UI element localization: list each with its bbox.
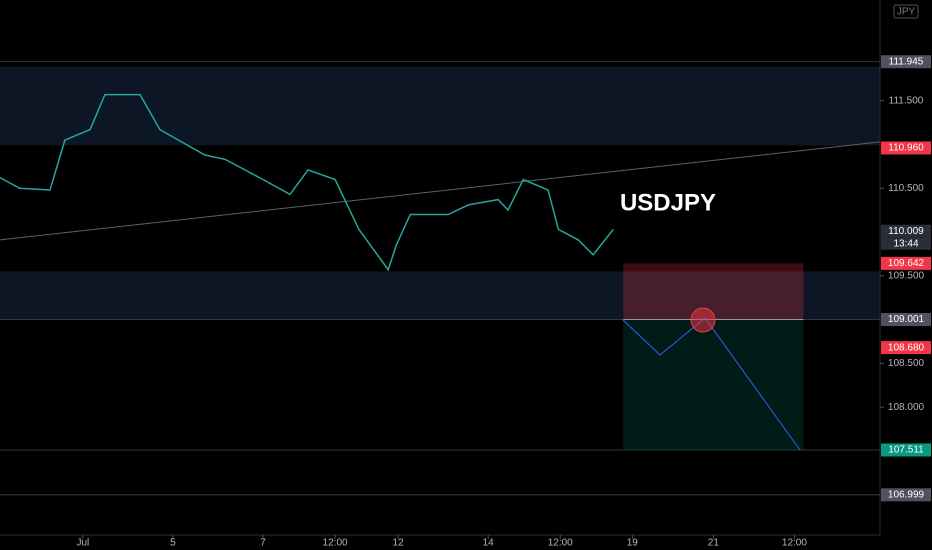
price-badge	[881, 443, 931, 457]
price-badge-label: 111.945	[889, 56, 924, 67]
price-badge	[881, 341, 931, 355]
currency-box	[893, 4, 919, 19]
price-badge	[881, 55, 931, 69]
y-tick-label: 110.500	[888, 183, 924, 194]
symbol-label: USDJPY	[620, 189, 716, 216]
x-tick-label: 5	[170, 538, 176, 549]
axis: 111.500 110.500 109.500 108.500 108.000 Jul 5 7…	[76, 55, 931, 549]
x-tick-label: 12:00	[782, 538, 807, 549]
zone	[0, 66, 880, 146]
x-tick-label: 12:00	[323, 538, 348, 549]
data	[0, 93, 881, 451]
zones	[0, 66, 880, 320]
price-line	[0, 93, 614, 272]
trendline	[0, 141, 881, 241]
price-badge-label: 110.009	[888, 226, 924, 237]
x-tick-label: 21	[708, 538, 720, 549]
zone	[0, 271, 880, 320]
y-tick-label: 109.500	[888, 270, 925, 281]
x-tick-label: 12	[393, 538, 405, 549]
stop-zone	[623, 263, 804, 320]
x-tick-label: 14	[483, 538, 495, 549]
price-badge-label: 107.511	[888, 445, 924, 456]
currency-label: JPY	[897, 7, 916, 18]
y-tick-label: 108.500	[888, 358, 925, 369]
x-tick-label: 12:00	[548, 538, 573, 549]
x-tick-label: 7	[260, 538, 266, 549]
price-badge	[881, 141, 931, 155]
countdown-label: 13:44	[893, 238, 918, 249]
marker	[690, 307, 716, 333]
price-badge-label: 110.960	[888, 143, 924, 154]
y-tick-label: 108.000	[888, 402, 925, 413]
x-tick-label: Jul	[76, 538, 89, 549]
price-badge-label: 108.680	[888, 342, 925, 353]
price-badge	[881, 488, 931, 502]
price-badge-label: 106.999	[888, 489, 925, 500]
projection-arrow	[622, 317, 801, 451]
grid	[0, 61, 880, 496]
price-badge-label: 109.001	[888, 314, 925, 325]
price-badge-label: 109.642	[888, 258, 925, 269]
price-badge	[881, 224, 931, 238]
countdown-badge	[881, 237, 931, 250]
target-zone	[623, 319, 804, 450]
price-badge	[881, 256, 931, 270]
x-tick-label: 19	[627, 538, 639, 549]
price-badge	[881, 313, 931, 327]
y-tick-label: 111.500	[889, 95, 924, 106]
